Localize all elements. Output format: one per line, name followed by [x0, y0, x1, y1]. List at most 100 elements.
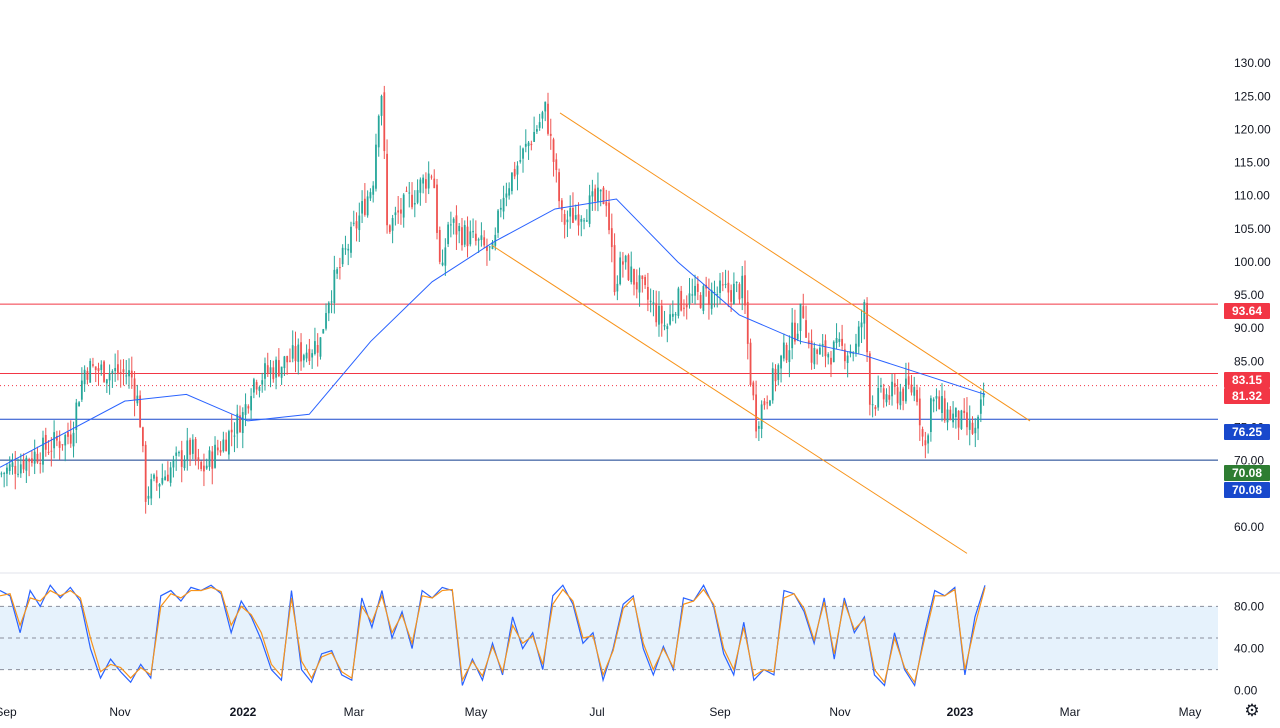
- candle-body: [508, 188, 511, 196]
- gear-icon[interactable]: ⚙: [1244, 701, 1260, 721]
- candle-body: [782, 342, 785, 359]
- stochastic-d-line[interactable]: [0, 586, 986, 684]
- candle-body: [893, 383, 896, 387]
- candle-body: [832, 341, 835, 363]
- candle-body: [633, 268, 635, 285]
- candle-body: [344, 248, 347, 250]
- candle-body: [949, 409, 952, 421]
- candle-body: [566, 219, 569, 223]
- candle-body: [522, 148, 524, 159]
- candle-body: [696, 283, 699, 292]
- candle-body: [821, 343, 824, 347]
- candle-body: [244, 404, 247, 415]
- candle-body: [802, 306, 805, 318]
- candle-body: [885, 394, 888, 403]
- candle-body: [42, 437, 44, 465]
- candle-body: [275, 359, 277, 378]
- candle-body: [239, 415, 241, 433]
- candle-body: [905, 378, 907, 402]
- candle-body: [250, 396, 253, 411]
- candle-body: [472, 231, 474, 233]
- candle-body: [732, 283, 735, 305]
- candle-body: [114, 367, 117, 372]
- candle-body: [394, 212, 397, 216]
- candle-body: [752, 382, 755, 396]
- candle-body: [541, 112, 544, 119]
- candle-body: [888, 395, 891, 400]
- candle-body: [694, 285, 696, 296]
- candle-body: [153, 474, 155, 479]
- candle-body: [397, 210, 400, 213]
- price-tag: [1224, 388, 1270, 404]
- candle-body: [194, 439, 197, 460]
- candle-body: [938, 396, 941, 410]
- candle-body: [563, 213, 566, 225]
- candle-body: [538, 122, 541, 128]
- x-tick-label: May: [465, 705, 488, 719]
- stochastic-pane[interactable]: [0, 584, 1218, 688]
- channel-line[interactable]: [491, 244, 968, 554]
- candle-body: [857, 326, 860, 347]
- candle-body: [383, 92, 386, 152]
- candle-body: [666, 326, 669, 330]
- candle-body: [36, 453, 39, 463]
- candle-body: [233, 435, 236, 437]
- candle-body: [916, 389, 918, 402]
- y-tick-label: 85.00: [1234, 354, 1264, 368]
- candle-body: [469, 231, 472, 245]
- candle-body: [369, 192, 372, 199]
- candle-body: [805, 320, 807, 338]
- candle-body: [400, 209, 402, 214]
- candle-body: [819, 347, 821, 355]
- candle-body: [741, 275, 744, 299]
- candle-body: [183, 460, 186, 469]
- candle-body: [843, 349, 846, 362]
- candle-body: [455, 215, 458, 235]
- candle-body: [347, 248, 350, 251]
- candle-body: [261, 380, 264, 385]
- candle-body: [336, 269, 339, 274]
- candle-body: [25, 457, 28, 471]
- candle-body: [122, 369, 125, 373]
- candle-body: [111, 371, 114, 374]
- x-tick-label: Mar: [1060, 705, 1081, 719]
- candle-body: [868, 353, 871, 405]
- candle-body: [502, 197, 505, 212]
- candle-body: [574, 215, 577, 220]
- price-tag-label: 70.08: [1232, 483, 1262, 497]
- candle-body: [308, 348, 311, 362]
- candle-body: [824, 340, 827, 357]
- candle-body: [646, 286, 649, 300]
- candle-body: [766, 402, 769, 404]
- candle-body: [172, 459, 175, 468]
- candle-body: [86, 370, 89, 380]
- candle-body: [544, 101, 547, 112]
- candle-body: [588, 195, 591, 224]
- candle-body: [277, 360, 280, 377]
- candle-body: [405, 190, 408, 192]
- candle-body: [133, 378, 136, 401]
- candle-body: [774, 368, 777, 382]
- moving-average-line[interactable]: [0, 198, 986, 468]
- candle-body: [441, 262, 444, 266]
- candle-body: [760, 404, 763, 429]
- x-tick-label: May: [1179, 705, 1202, 719]
- candle-body: [53, 432, 56, 449]
- y-tick-label: 60.00: [1234, 520, 1264, 534]
- x-tick-label: Sep: [709, 705, 731, 719]
- candle-body: [635, 282, 638, 290]
- candle-body: [361, 201, 363, 214]
- candle-body: [669, 314, 671, 325]
- candle-body: [211, 451, 214, 469]
- candle-body: [319, 337, 322, 357]
- candle-body: [860, 322, 863, 328]
- candle-body: [197, 457, 200, 462]
- candle-body: [619, 257, 622, 285]
- channel-line[interactable]: [559, 112, 1031, 422]
- price-pane[interactable]: [0, 85, 1218, 554]
- candle-body: [874, 406, 877, 410]
- candle-body: [8, 464, 11, 471]
- candle-body: [0, 473, 3, 475]
- candle-body: [161, 477, 164, 484]
